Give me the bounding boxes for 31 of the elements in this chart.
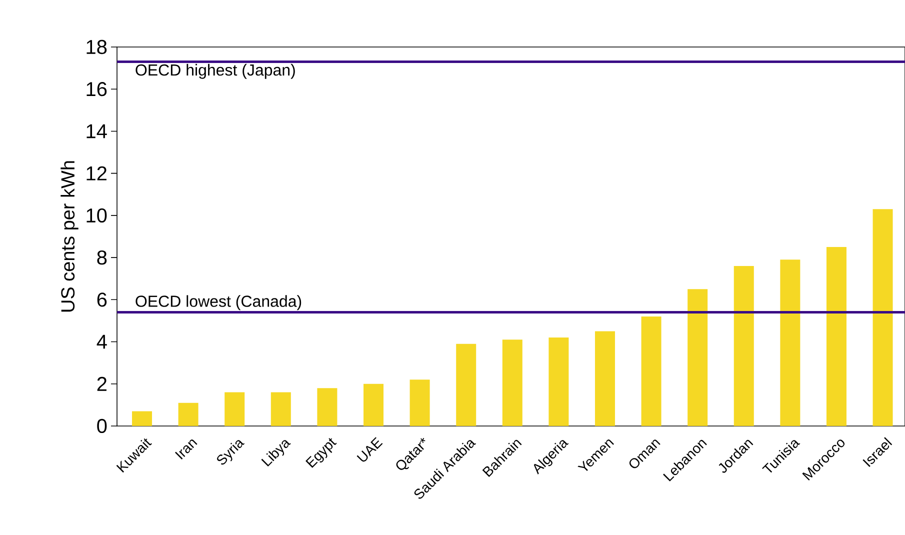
y-tick-label: 12 [86,166,106,180]
bar [224,392,245,426]
y-tick-label: 16 [86,82,107,96]
bar [178,402,198,426]
bar [456,344,476,426]
bar [688,289,708,426]
ref-line-label: OECD highest (Japan) [136,64,295,79]
y-tick-label: 0 [97,418,107,434]
y-tick-label: 8 [97,250,107,265]
y-tick-label: 6 [97,292,107,307]
bar [734,266,754,426]
bar [270,392,291,426]
bar [410,380,430,426]
bar [132,411,152,426]
bar [548,338,569,426]
y-axis-title: US cents per kWh [60,161,78,312]
bar [502,340,522,426]
x-tick-label: Iran [174,439,198,460]
bar [641,316,662,426]
bar [317,388,338,426]
bar [872,209,893,426]
ref-line-label: OECD lowest (Canada) [136,295,302,310]
bar [594,331,615,426]
y-tick-label: 14 [86,124,107,138]
y-tick-label: 10 [86,208,107,223]
bar [364,384,384,426]
y-tick-label: 18 [86,40,107,54]
bar [826,247,846,426]
y-tick-label: 4 [96,334,107,349]
bar [780,260,800,426]
y-tick-label: 2 [97,376,106,391]
